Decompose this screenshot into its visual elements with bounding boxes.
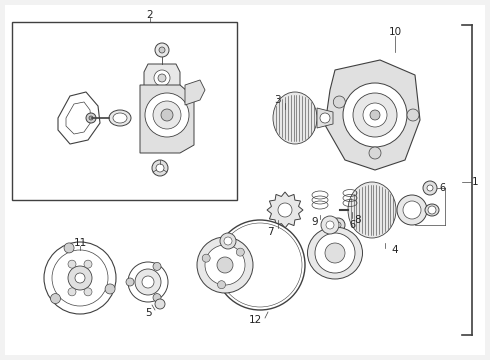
Ellipse shape (113, 113, 127, 123)
Ellipse shape (348, 182, 396, 238)
Circle shape (215, 220, 305, 310)
Circle shape (64, 243, 74, 253)
Circle shape (369, 147, 381, 159)
Text: 12: 12 (248, 315, 262, 325)
Text: 9: 9 (312, 217, 318, 227)
Circle shape (84, 260, 92, 268)
Circle shape (197, 237, 253, 293)
Circle shape (403, 201, 421, 219)
Circle shape (321, 216, 339, 234)
Circle shape (335, 222, 341, 228)
Circle shape (154, 70, 170, 86)
Polygon shape (58, 92, 100, 144)
Circle shape (158, 74, 166, 82)
Polygon shape (144, 64, 180, 88)
Circle shape (155, 299, 165, 309)
Circle shape (50, 293, 60, 303)
Circle shape (407, 109, 419, 121)
Circle shape (86, 113, 96, 123)
Text: 11: 11 (74, 238, 87, 248)
Circle shape (205, 245, 245, 285)
Circle shape (68, 288, 76, 296)
Text: 1: 1 (472, 177, 478, 187)
Circle shape (44, 242, 116, 314)
Ellipse shape (273, 92, 317, 144)
Circle shape (68, 266, 92, 290)
Polygon shape (185, 80, 205, 105)
Bar (12, 22, 237, 200)
Text: 8: 8 (355, 215, 361, 225)
Text: 6: 6 (439, 183, 445, 193)
Circle shape (325, 243, 345, 263)
Circle shape (363, 103, 387, 127)
Text: 10: 10 (389, 27, 402, 37)
Polygon shape (325, 60, 420, 170)
Circle shape (156, 164, 164, 172)
Circle shape (155, 43, 169, 57)
Text: 5: 5 (145, 308, 151, 318)
Text: 7: 7 (267, 227, 273, 237)
Circle shape (370, 110, 380, 120)
Circle shape (202, 254, 210, 262)
Polygon shape (267, 192, 303, 228)
Circle shape (278, 203, 292, 217)
Ellipse shape (425, 204, 439, 216)
Circle shape (152, 160, 168, 176)
Text: 3: 3 (274, 95, 280, 105)
Circle shape (161, 109, 173, 121)
Circle shape (142, 276, 154, 288)
Ellipse shape (308, 227, 363, 279)
Circle shape (128, 262, 168, 302)
Text: 6: 6 (349, 220, 355, 230)
Circle shape (220, 233, 236, 249)
Circle shape (326, 221, 334, 229)
Circle shape (224, 237, 232, 245)
Circle shape (75, 273, 85, 283)
Circle shape (315, 233, 355, 273)
Circle shape (353, 93, 397, 137)
Circle shape (89, 116, 93, 120)
Circle shape (84, 288, 92, 296)
Circle shape (105, 284, 115, 294)
Circle shape (343, 83, 407, 147)
Circle shape (135, 269, 161, 295)
Circle shape (320, 113, 330, 123)
Circle shape (145, 93, 189, 137)
Circle shape (68, 260, 76, 268)
Circle shape (153, 262, 161, 270)
Circle shape (236, 248, 245, 256)
Text: 2: 2 (147, 10, 153, 20)
Circle shape (397, 195, 427, 225)
Circle shape (126, 278, 134, 286)
Circle shape (427, 185, 433, 191)
Circle shape (217, 257, 233, 273)
Circle shape (333, 96, 345, 108)
Ellipse shape (109, 110, 131, 126)
Circle shape (423, 181, 437, 195)
Polygon shape (317, 108, 333, 128)
Circle shape (331, 218, 345, 232)
Circle shape (218, 281, 225, 289)
Circle shape (153, 101, 181, 129)
Polygon shape (140, 85, 194, 153)
Text: 4: 4 (392, 245, 398, 255)
Circle shape (159, 47, 165, 53)
Circle shape (153, 294, 161, 302)
Circle shape (428, 206, 436, 214)
